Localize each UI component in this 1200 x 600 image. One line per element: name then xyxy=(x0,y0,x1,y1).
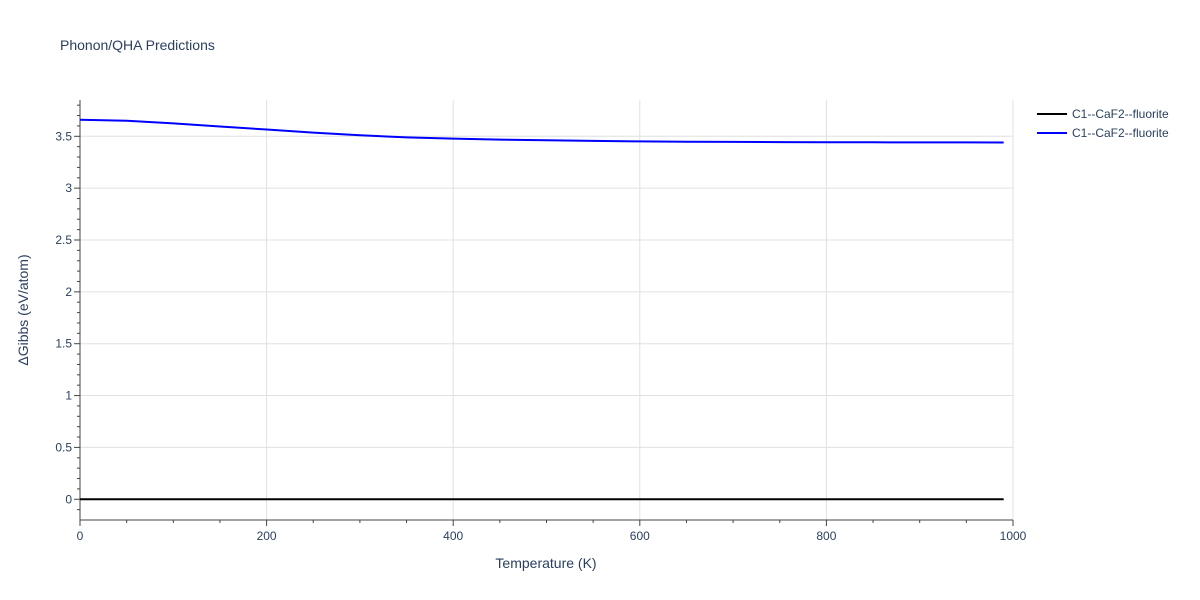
x-tick-label: 400 xyxy=(443,529,463,543)
x-tick-label: 800 xyxy=(816,529,836,543)
axis-layer: 0 200 400 600 800 1000 0 0.5 1 1.5 2 2.5 3 3.5 xyxy=(55,100,1027,543)
x-tick-label: 600 xyxy=(630,529,650,543)
y-tick-label: 2.5 xyxy=(55,233,72,247)
y-axis-label: ΔGibbs (eV/atom) xyxy=(15,254,31,365)
y-tick-label: 3 xyxy=(65,181,72,195)
legend-item[interactable]: C1--CaF2--fluorite xyxy=(1037,107,1169,121)
x-axis-label: Temperature (K) xyxy=(495,555,596,571)
legend-label: C1--CaF2--fluorite xyxy=(1072,107,1169,121)
y-tick-label: 1.5 xyxy=(55,337,72,351)
series-layer xyxy=(79,118,1004,501)
legend[interactable]: C1--CaF2--fluorite C1--CaF2--fluorite xyxy=(1037,107,1169,140)
grid-layer xyxy=(80,100,1014,520)
x-tick-label: 1000 xyxy=(1000,529,1027,543)
legend-label: C1--CaF2--fluorite xyxy=(1072,126,1169,140)
y-tick-label: 2 xyxy=(65,285,72,299)
series-line-2[interactable] xyxy=(79,118,1004,144)
y-tick-label: 3.5 xyxy=(55,129,72,143)
y-tick-label: 0 xyxy=(65,492,72,506)
y-tick-label: 1 xyxy=(65,389,72,403)
legend-item[interactable]: C1--CaF2--fluorite xyxy=(1037,126,1169,140)
chart-title: Phonon/QHA Predictions xyxy=(60,37,215,53)
y-tick-label: 0.5 xyxy=(55,440,72,454)
x-tick-label: 0 xyxy=(77,529,84,543)
x-tick-label: 200 xyxy=(257,529,277,543)
